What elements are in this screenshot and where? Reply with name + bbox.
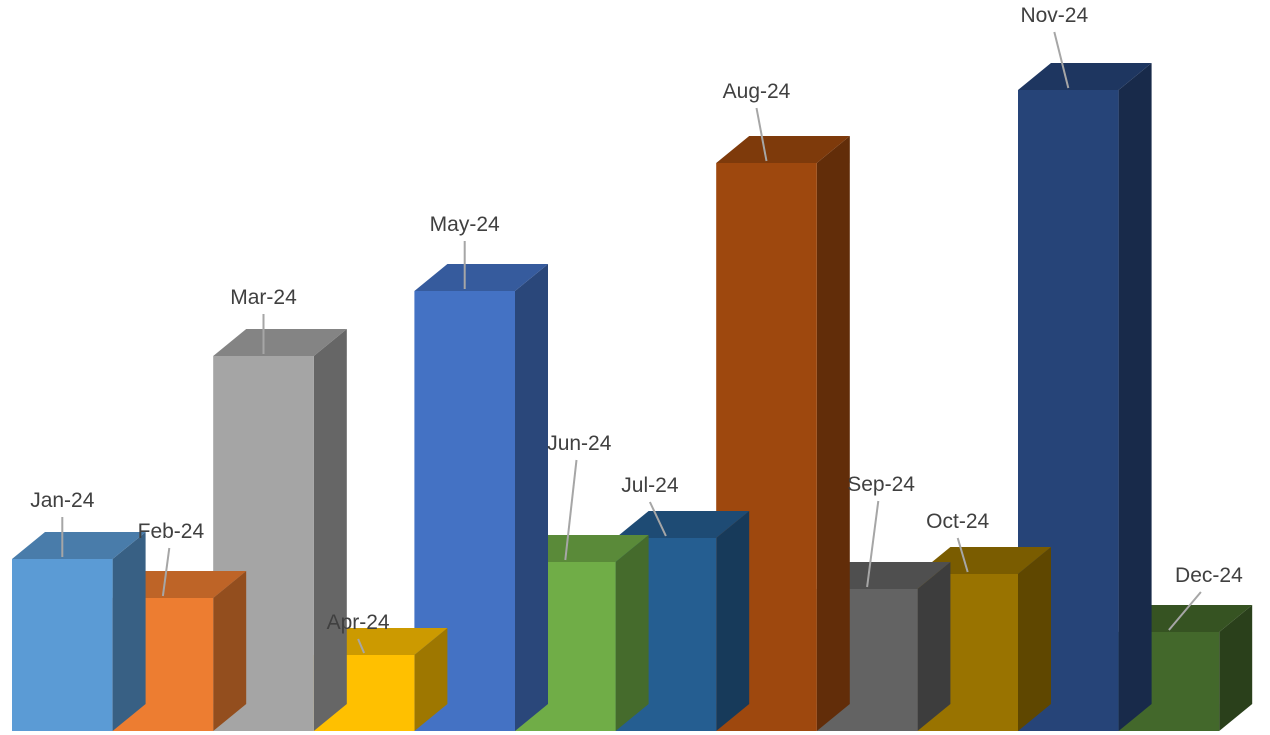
data-labels-layer: Jan-24 Feb-24 Mar-24 Apr-24 May-24 Jun-24 Jul-… (30, 4, 1243, 634)
bar-top-face (1018, 63, 1152, 90)
leader-lines-layer (61, 31, 1202, 654)
leader-line (1168, 591, 1202, 631)
data-label-sep-24: Sep-24 (847, 473, 915, 496)
bar-side-face (313, 329, 347, 731)
bar-side-face (716, 511, 750, 731)
data-label-may-24: May-24 (430, 213, 500, 236)
bar-front-face (12, 559, 113, 731)
leader-line (866, 500, 880, 588)
bar-side-face (414, 628, 448, 731)
leader-line (357, 638, 366, 654)
bar-top-face (816, 562, 951, 589)
data-label-aug-24: Aug-24 (723, 80, 791, 103)
data-label-oct-24: Oct-24 (926, 510, 989, 533)
data-label-dec-24: Dec-24 (1175, 564, 1243, 587)
bar-top-face (615, 511, 750, 538)
leader-line (648, 501, 667, 537)
bar-jul-24 (615, 511, 750, 731)
data-label-jan-24: Jan-24 (30, 489, 95, 512)
data-label-jun-24: Jun-24 (547, 432, 612, 455)
bar-top-face (917, 547, 1051, 574)
leader-line (956, 537, 969, 573)
bar-side-face (615, 535, 649, 731)
bar-top-face (12, 532, 146, 559)
bar-side-face (917, 562, 951, 731)
bar-side-face (1018, 547, 1051, 731)
bar-top-face (414, 264, 548, 291)
leader-line (755, 107, 768, 162)
bar-top-face (1118, 605, 1253, 632)
bar-top-face (515, 535, 649, 562)
leader-line (564, 459, 578, 561)
bar-jan-24 (12, 532, 146, 731)
bar-top-face (716, 136, 850, 163)
bar-may-24 (414, 264, 548, 731)
bar-side-face (112, 532, 146, 731)
bar-side-face (816, 136, 850, 731)
bar-top-face (213, 329, 347, 356)
data-label-apr-24: Apr-24 (327, 611, 390, 634)
data-label-jul-24: Jul-24 (621, 474, 679, 497)
bar-side-face (1219, 605, 1253, 731)
bar-top-face (313, 628, 448, 655)
bar-side-face (213, 571, 247, 731)
bar-side-face (1118, 63, 1152, 731)
leader-line (1053, 31, 1070, 89)
bars-layer (12, 63, 1253, 731)
bar-side-face (515, 264, 548, 731)
bar-nov-24 (1018, 63, 1152, 731)
data-label-feb-24: Feb-24 (138, 520, 205, 543)
leader-line (161, 547, 171, 597)
data-label-nov-24: Nov-24 (1020, 4, 1088, 27)
bar-top-face (112, 571, 247, 598)
data-label-mar-24: Mar-24 (230, 286, 297, 309)
